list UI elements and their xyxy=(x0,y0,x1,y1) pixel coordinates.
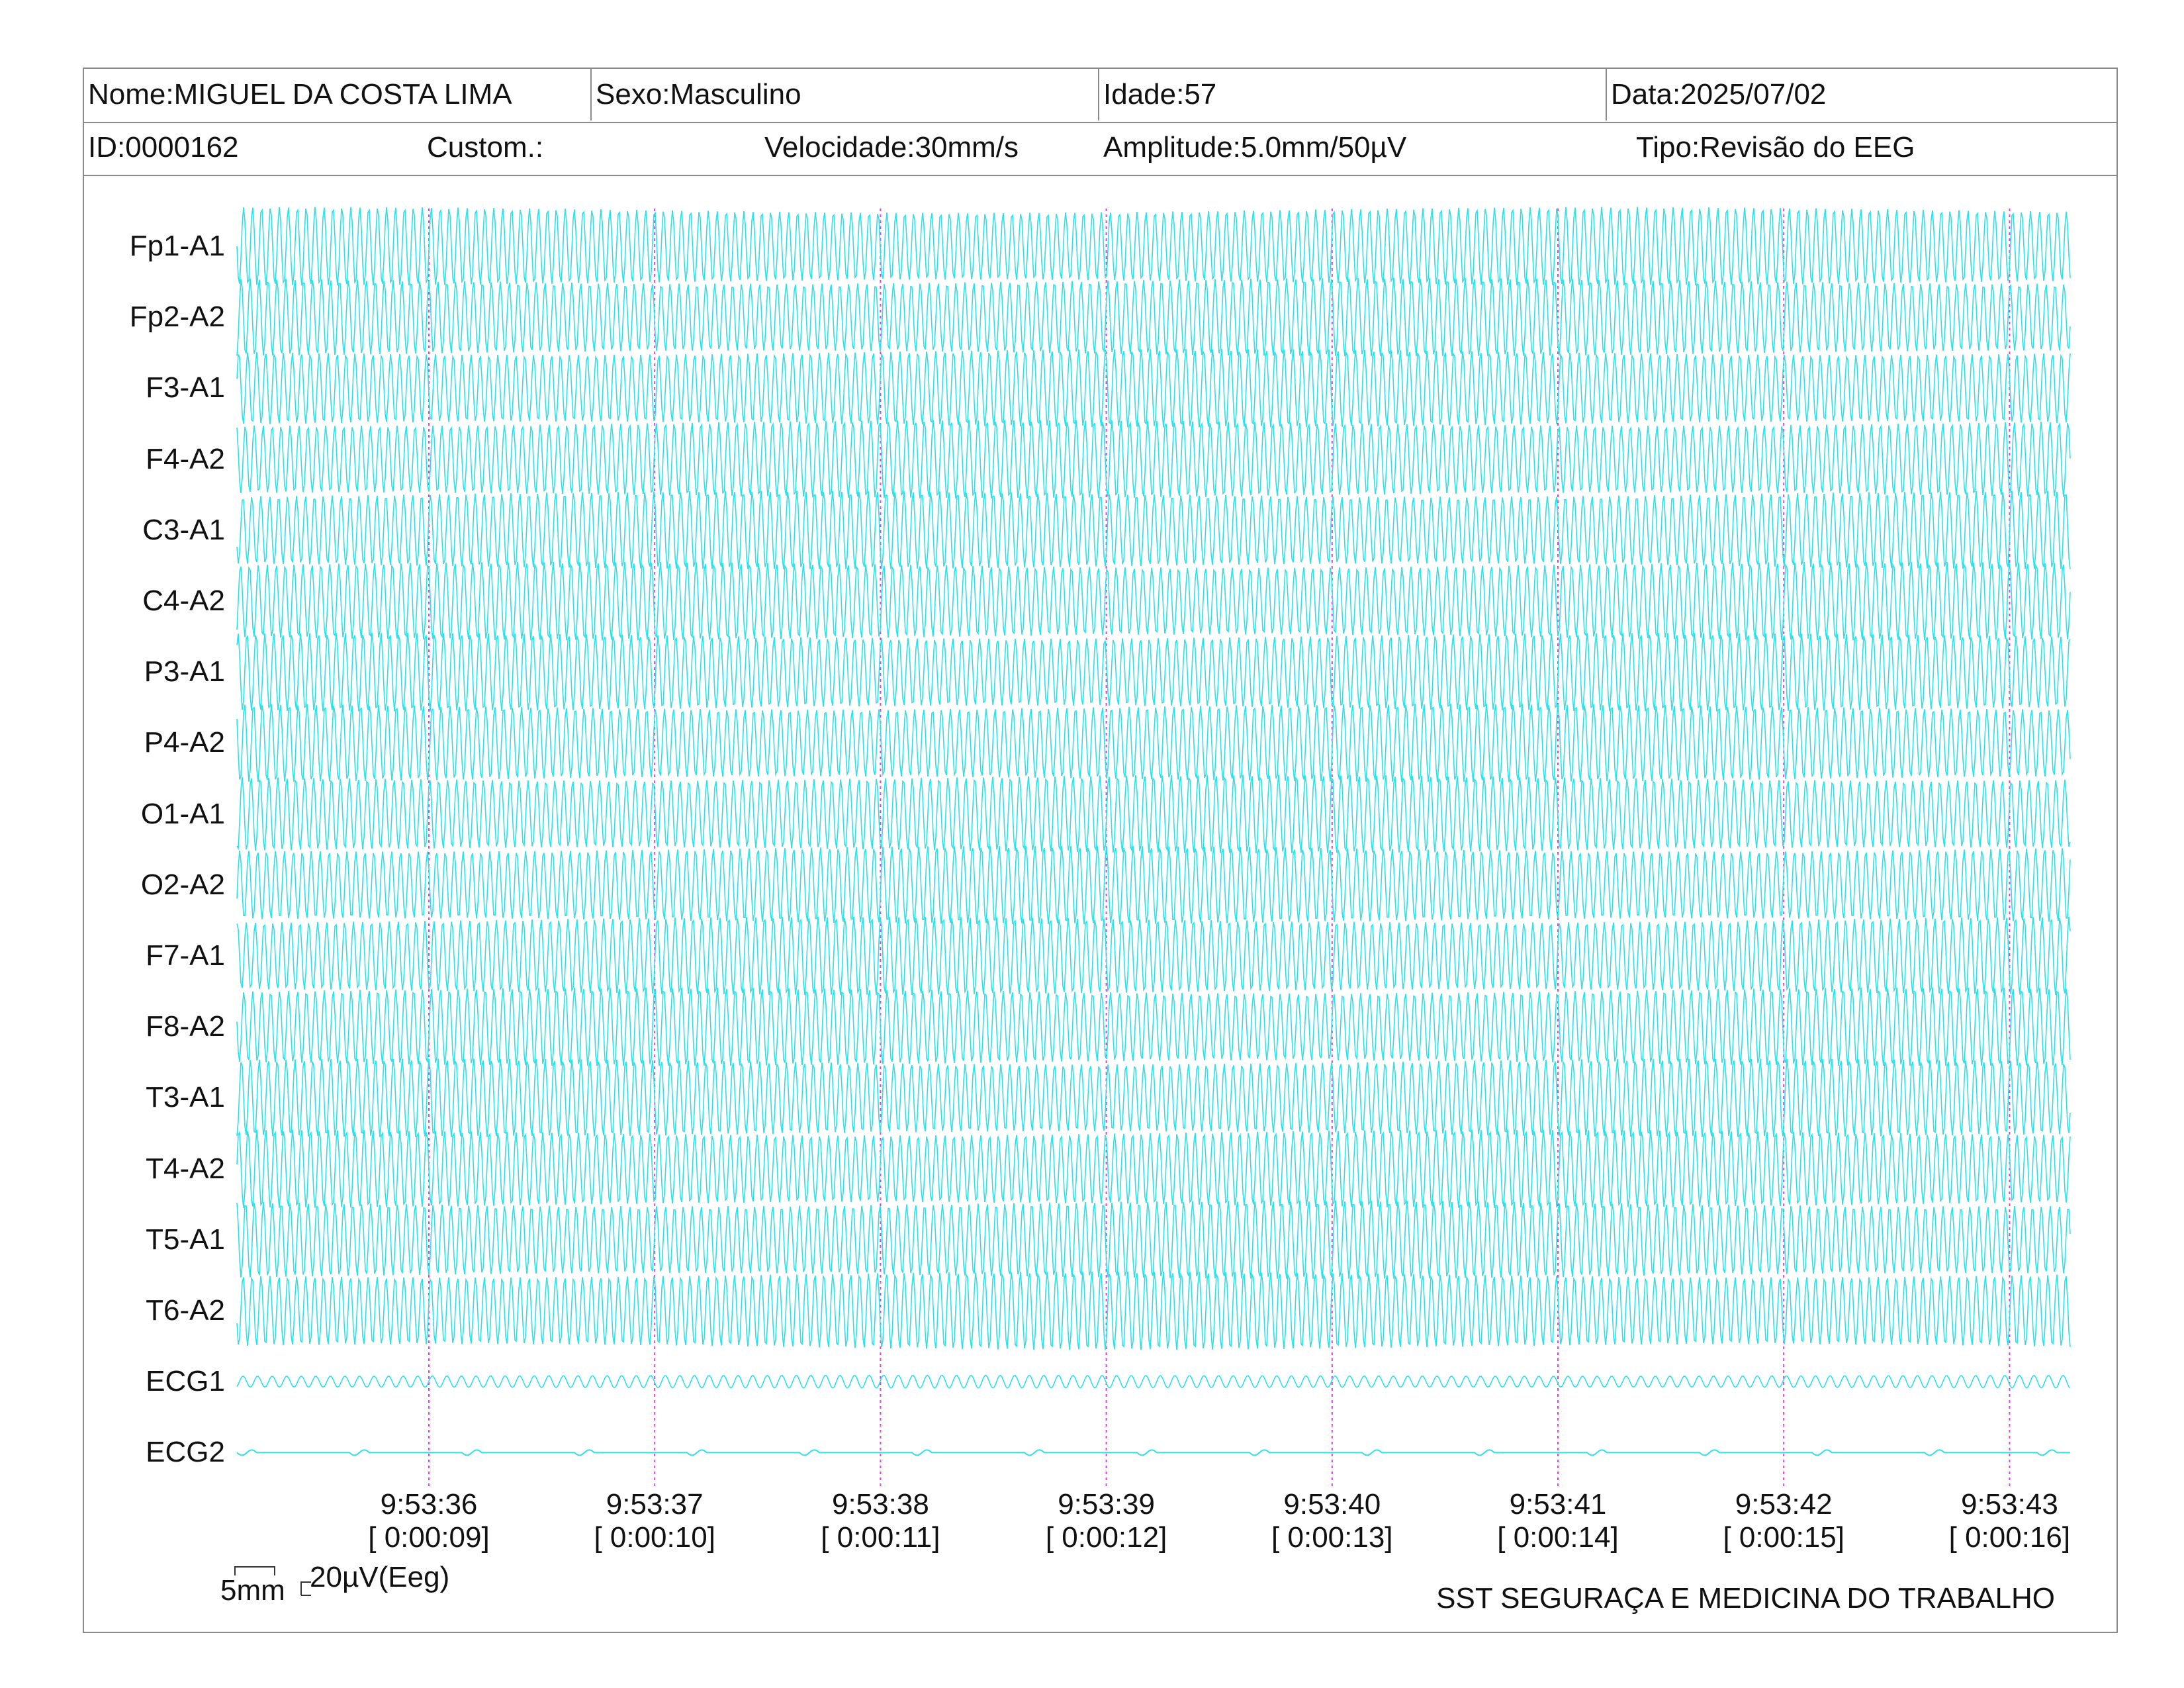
calibration-bracket-icon xyxy=(234,1566,311,1596)
time-mark-elapsed: [ 0:00:15] xyxy=(1723,1521,1844,1554)
time-mark-clock: 9:53:38 xyxy=(831,1488,929,1521)
channel-label: ECG2 xyxy=(146,1436,225,1469)
patient-name: Nome:MIGUEL DA COSTA LIMA xyxy=(84,69,592,120)
channel-label: Fp1-A1 xyxy=(129,230,225,262)
patient-age: Idade:57 xyxy=(1099,69,1607,120)
channel-label: C4-A2 xyxy=(142,585,225,617)
trace-p4-a2 xyxy=(236,703,2071,782)
channel-label: T4-A2 xyxy=(146,1152,225,1185)
patient-sex: Sexo:Masculino xyxy=(592,69,1099,120)
time-mark-elapsed: [ 0:00:14] xyxy=(1497,1521,1619,1554)
paper-speed: Velocidade:30mm/s xyxy=(764,131,1019,164)
trace-t4-a2 xyxy=(236,1129,2071,1208)
trace-fp1-a1 xyxy=(236,207,2071,286)
amplitude-scale-label: 20µV(Eeg) xyxy=(310,1561,450,1593)
time-mark-clock: 9:53:36 xyxy=(380,1488,478,1521)
channel-label: T3-A1 xyxy=(146,1081,225,1114)
exam-date: Data:2025/07/02 xyxy=(1611,78,1827,111)
channel-label: F4-A2 xyxy=(146,442,225,475)
trace-c4-a2 xyxy=(236,561,2071,641)
time-scale-label: 5mm xyxy=(220,1574,285,1607)
channel-label: O2-A2 xyxy=(140,868,225,901)
trace-p3-a1 xyxy=(236,633,2071,712)
channel-label: F7-A1 xyxy=(146,939,225,972)
custom-field: Custom.: xyxy=(427,131,544,164)
time-mark-elapsed: [ 0:00:16] xyxy=(1948,1521,2071,1554)
eeg-report-frame: Nome:MIGUEL DA COSTA LIMA Sexo:Masculino… xyxy=(83,68,2118,1633)
time-mark-clock: 9:53:42 xyxy=(1735,1488,1833,1521)
header-row-patient: Nome:MIGUEL DA COSTA LIMA Sexo:Masculino… xyxy=(84,69,2116,123)
trace-ecg2 xyxy=(236,1449,2070,1456)
trace-t3-a1 xyxy=(236,1058,2071,1137)
time-mark-elapsed: [ 0:00:11] xyxy=(821,1521,940,1554)
trace-t6-a2 xyxy=(236,1271,2071,1350)
channel-label: P4-A2 xyxy=(144,726,225,759)
time-mark-elapsed: [ 0:00:13] xyxy=(1271,1521,1393,1554)
time-mark-elapsed: [ 0:00:09] xyxy=(368,1521,490,1554)
time-mark-clock: 9:53:37 xyxy=(606,1488,704,1521)
patient-id: ID:0000162 xyxy=(88,131,239,164)
channel-label: P3-A1 xyxy=(144,655,225,688)
time-mark-clock: 9:53:40 xyxy=(1283,1488,1381,1521)
amplitude-setting: Amplitude:5.0mm/50µV xyxy=(1103,131,1407,164)
trace-t5-a1 xyxy=(236,1200,2071,1279)
channel-label: ECG1 xyxy=(146,1365,225,1398)
trace-c3-a1 xyxy=(236,491,2071,569)
trace-f7-a1 xyxy=(236,916,2071,996)
channel-label: T6-A2 xyxy=(146,1294,225,1327)
time-mark-clock: 9:53:39 xyxy=(1058,1488,1155,1521)
time-mark-elapsed: [ 0:00:12] xyxy=(1045,1521,1167,1554)
trace-f3-a1 xyxy=(236,349,2071,428)
channel-label: C3-A1 xyxy=(142,513,225,546)
channel-label: T5-A1 xyxy=(146,1223,225,1256)
channel-label: F3-A1 xyxy=(146,371,225,404)
trace-o1-a1 xyxy=(236,774,2071,853)
trace-o2-a2 xyxy=(236,845,2071,925)
time-mark-clock: 9:53:43 xyxy=(1960,1488,2058,1521)
header-row-recording: ID:0000162 Custom.: Velocidade:30mm/s Am… xyxy=(84,122,2116,176)
time-mark-clock: 9:53:41 xyxy=(1509,1488,1607,1521)
time-mark-elapsed: [ 0:00:10] xyxy=(594,1521,715,1554)
review-type: Tipo:Revisão do EEG xyxy=(1636,131,1915,164)
trace-fp2-a2 xyxy=(236,277,2071,357)
trace-f4-a2 xyxy=(236,420,2071,499)
channel-label: O1-A1 xyxy=(140,797,225,830)
channel-label: Fp2-A2 xyxy=(129,301,225,334)
company-name: SST SEGURAÇA E MEDICINA DO TRABALHO xyxy=(1436,1582,2055,1615)
trace-ecg1 xyxy=(236,1374,2071,1389)
trace-f8-a2 xyxy=(236,987,2071,1066)
channel-label: F8-A2 xyxy=(146,1010,225,1043)
